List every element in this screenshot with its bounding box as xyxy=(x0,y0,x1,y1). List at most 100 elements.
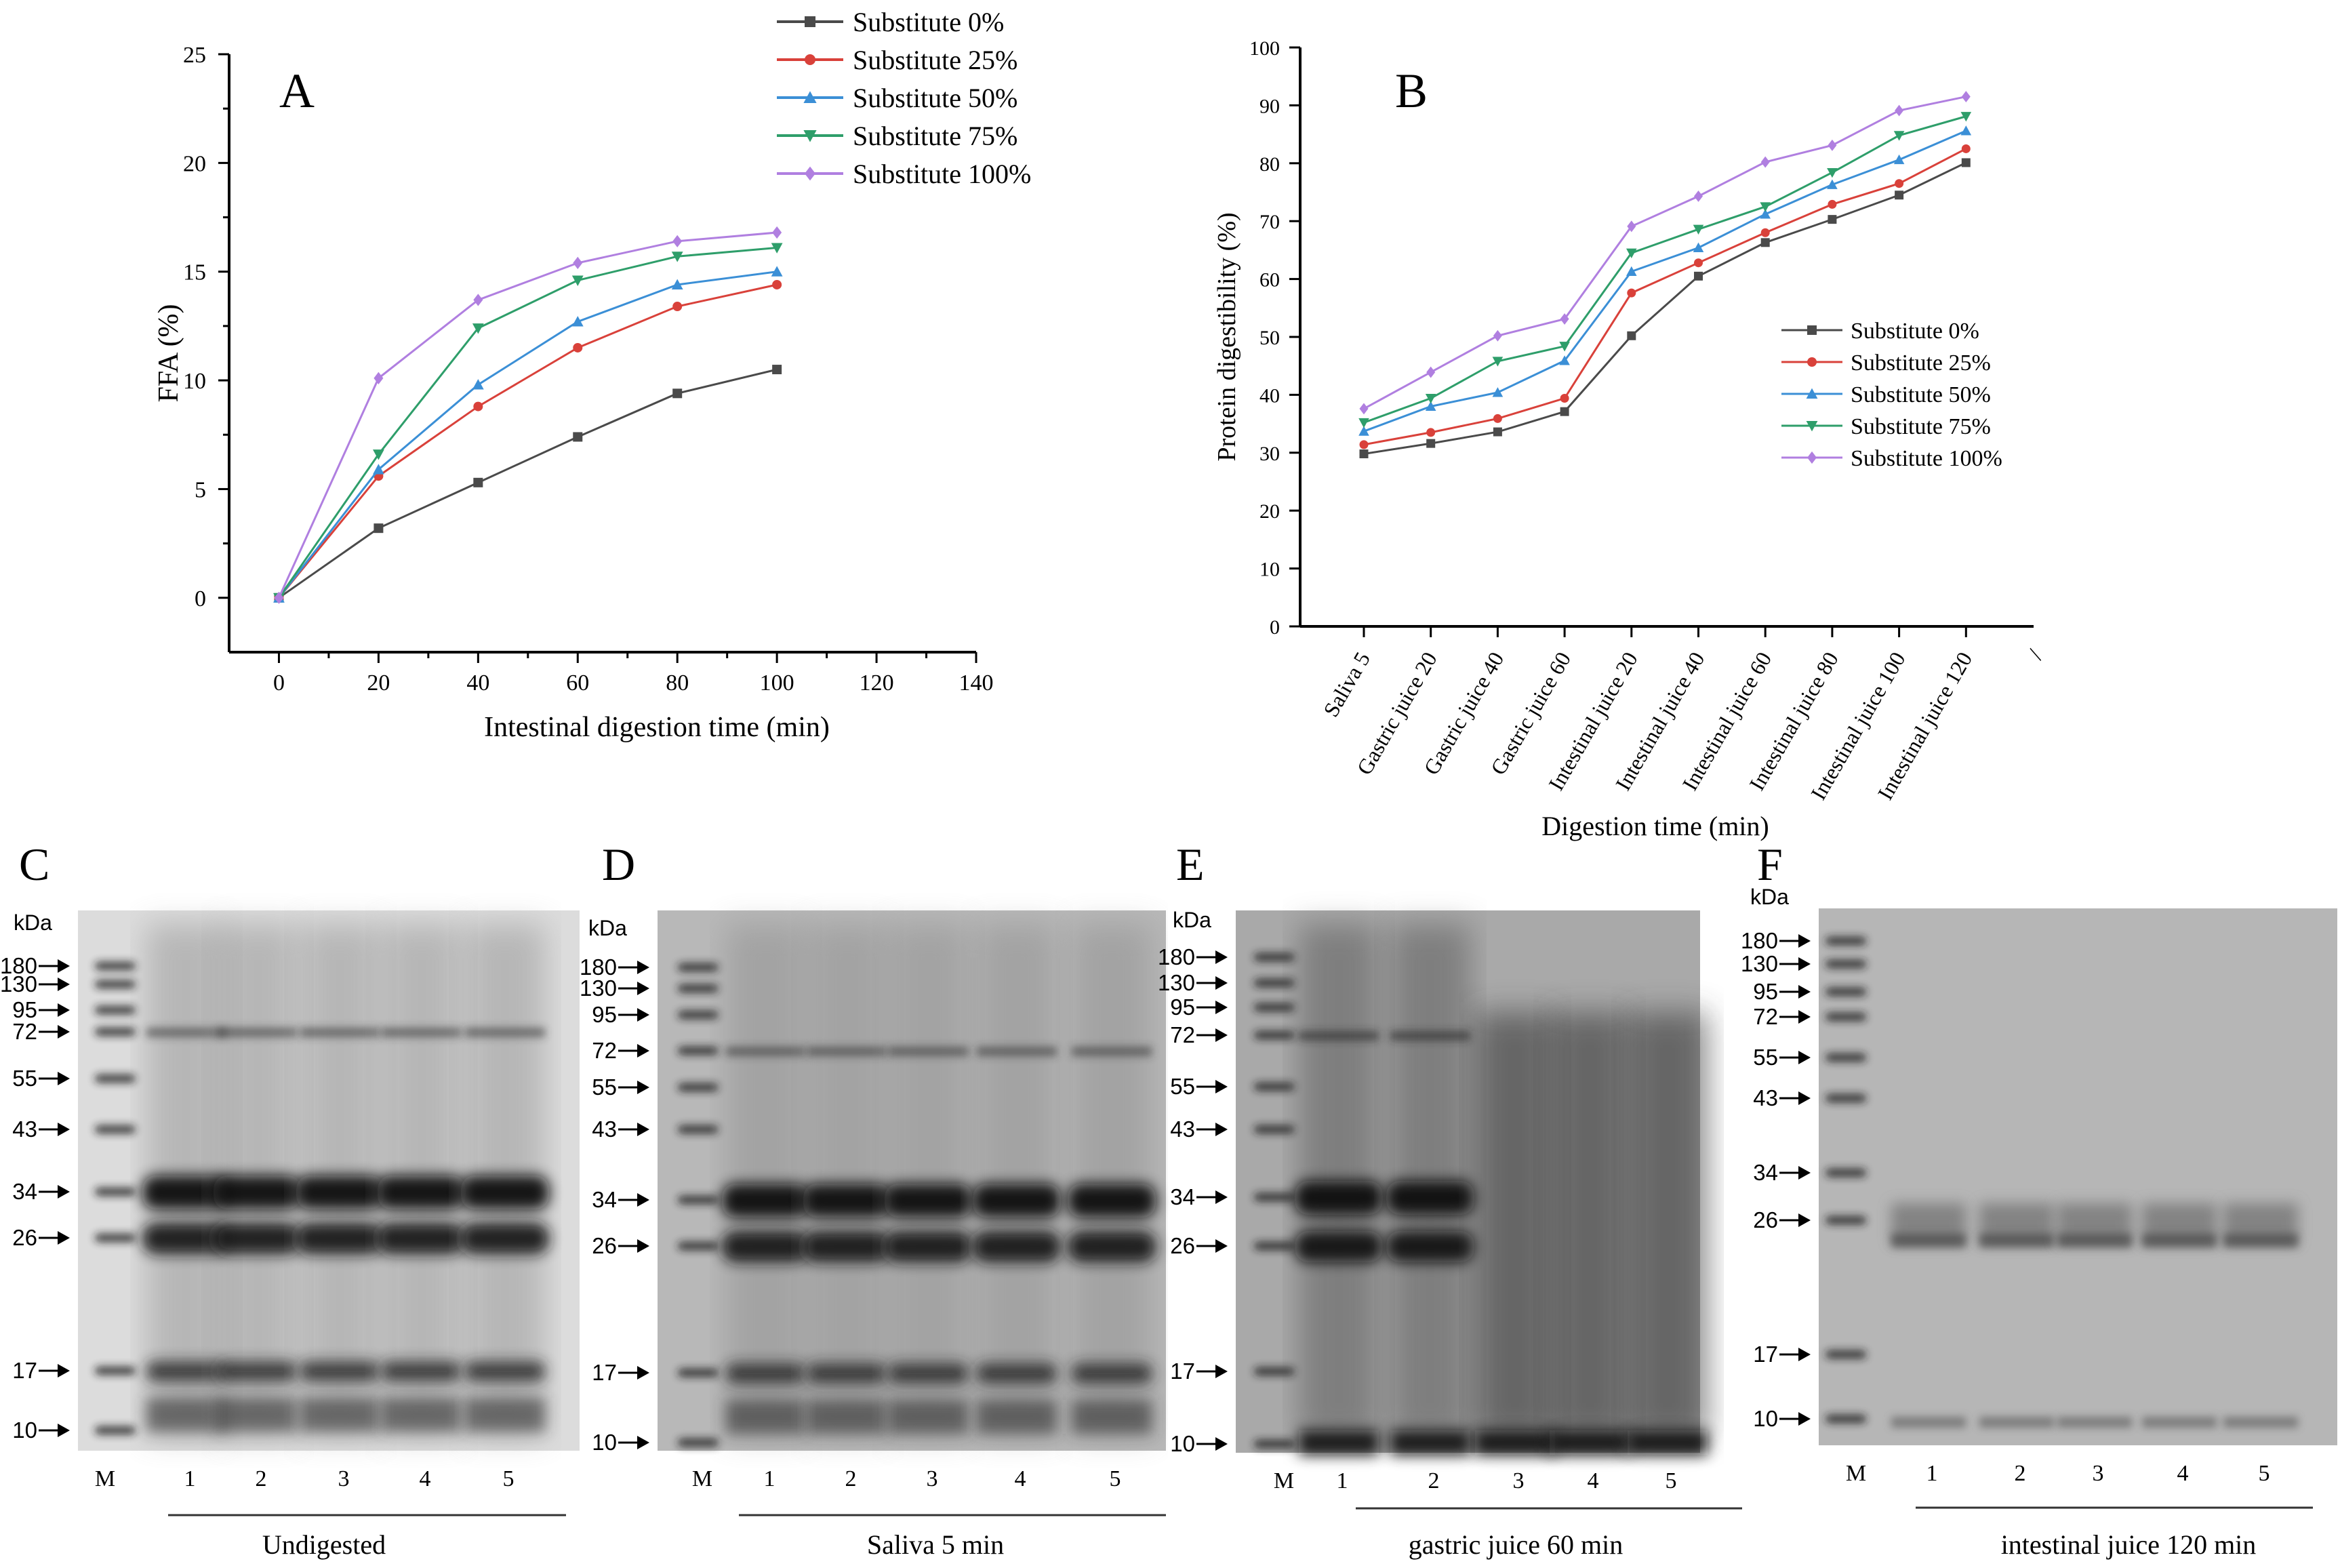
lane-band xyxy=(300,1398,380,1432)
lane-band xyxy=(461,1223,549,1254)
lane-band xyxy=(973,1184,1061,1218)
series-line xyxy=(1363,129,1966,433)
lane-band xyxy=(218,1028,298,1037)
lane-band xyxy=(885,1231,973,1262)
legend-label: Substitute 50% xyxy=(853,83,1017,113)
marker-kda-label: 180 xyxy=(580,954,617,980)
marker-kda-label: 43 xyxy=(1170,1117,1195,1142)
y-axis-title: FFA (%) xyxy=(153,304,184,402)
marker-arrow-head xyxy=(1798,1412,1811,1426)
data-point xyxy=(1895,104,1904,117)
lane-band xyxy=(973,1231,1061,1262)
kda-label: kDa xyxy=(1173,908,1211,932)
data-point xyxy=(373,449,384,460)
marker-band xyxy=(1825,1053,1866,1062)
legend-marker xyxy=(805,16,815,27)
marker-kda-label: 17 xyxy=(12,1358,37,1383)
marker-kda-label: 34 xyxy=(1753,1160,1778,1185)
data-point xyxy=(1693,242,1704,252)
marker-arrow-head xyxy=(1215,976,1228,990)
legend-marker xyxy=(1807,325,1817,335)
data-point xyxy=(374,523,384,534)
marker-kda-label: 95 xyxy=(592,1002,617,1027)
kda-label: kDa xyxy=(588,916,627,940)
marker-kda-label: 34 xyxy=(1170,1184,1195,1209)
data-point xyxy=(671,279,683,289)
legend-label: Substitute 0% xyxy=(1851,319,1979,344)
lane-band xyxy=(1072,1047,1152,1056)
marker-kda-label: 17 xyxy=(1753,1342,1778,1367)
lane-band xyxy=(296,1223,384,1254)
lane-band xyxy=(142,1223,230,1254)
marker-kda-label: 43 xyxy=(12,1117,37,1142)
data-point xyxy=(473,294,483,306)
lane-band xyxy=(726,1400,806,1434)
lane-label: M xyxy=(692,1466,712,1491)
legend-marker xyxy=(1806,388,1818,399)
lane-band xyxy=(726,1363,806,1384)
x-tick-label: 0 xyxy=(273,670,285,696)
data-point xyxy=(1960,112,1972,122)
y-tick-label: 70 xyxy=(1259,211,1280,233)
lane-band xyxy=(146,1398,226,1432)
marker-kda-label: 130 xyxy=(1158,970,1195,995)
marker-arrow-head xyxy=(58,1003,70,1017)
marker-arrow-head xyxy=(637,1193,649,1207)
lane-band xyxy=(214,1223,302,1254)
marker-kda-label: 72 xyxy=(592,1038,617,1063)
gel-caption: Undigested xyxy=(262,1529,386,1560)
marker-band xyxy=(1254,1125,1295,1133)
lane-band xyxy=(1068,1184,1156,1218)
marker-band xyxy=(95,962,136,970)
x-tick-label: 100 xyxy=(760,670,794,696)
data-point xyxy=(1492,357,1504,367)
data-point xyxy=(1359,403,1369,415)
lane-label: 2 xyxy=(845,1466,857,1491)
data-point xyxy=(1895,190,1904,200)
marker-kda-label: 10 xyxy=(12,1418,37,1443)
marker-band xyxy=(678,984,719,992)
marker-band xyxy=(1825,1169,1866,1177)
data-point xyxy=(1760,238,1770,247)
lane-band xyxy=(214,1175,302,1209)
marker-arrow-head xyxy=(58,1185,70,1199)
data-point xyxy=(1961,144,1971,153)
y-tick-label: 0 xyxy=(1270,616,1280,639)
marker-arrow-head xyxy=(1215,1190,1228,1204)
data-point xyxy=(1560,394,1569,403)
marker-kda-label: 72 xyxy=(1170,1022,1195,1047)
marker-kda-label: 10 xyxy=(1753,1406,1778,1431)
marker-band xyxy=(678,963,719,971)
y-tick-label: 80 xyxy=(1259,153,1280,176)
lane-band xyxy=(889,1363,969,1384)
lane-band xyxy=(889,1047,969,1056)
lane-smear xyxy=(977,924,1057,1437)
lane-label: 4 xyxy=(420,1466,431,1491)
marker-band xyxy=(678,1196,719,1204)
lane-band xyxy=(1891,1417,1966,1428)
marker-kda-label: 34 xyxy=(592,1187,617,1212)
series-line xyxy=(278,246,778,599)
panel-label-b: B xyxy=(1395,64,1428,118)
lane-label: 3 xyxy=(338,1466,350,1491)
lane-label: 4 xyxy=(1588,1468,1599,1493)
lane-band xyxy=(977,1363,1057,1384)
marker-arrow-head xyxy=(1215,1239,1228,1253)
marker-band xyxy=(678,1125,719,1133)
data-point xyxy=(472,323,484,334)
lane-label: 5 xyxy=(503,1466,515,1491)
lane-label: 3 xyxy=(927,1466,938,1491)
data-point xyxy=(1626,248,1637,258)
lane-label: 2 xyxy=(256,1466,267,1491)
lane-band xyxy=(722,1184,810,1218)
marker-band xyxy=(1825,1013,1866,1021)
lane-label: M xyxy=(1274,1468,1294,1493)
data-point xyxy=(1425,394,1436,404)
lane-band xyxy=(807,1047,887,1056)
y-tick-label: 20 xyxy=(1259,500,1280,523)
data-point xyxy=(672,302,683,312)
